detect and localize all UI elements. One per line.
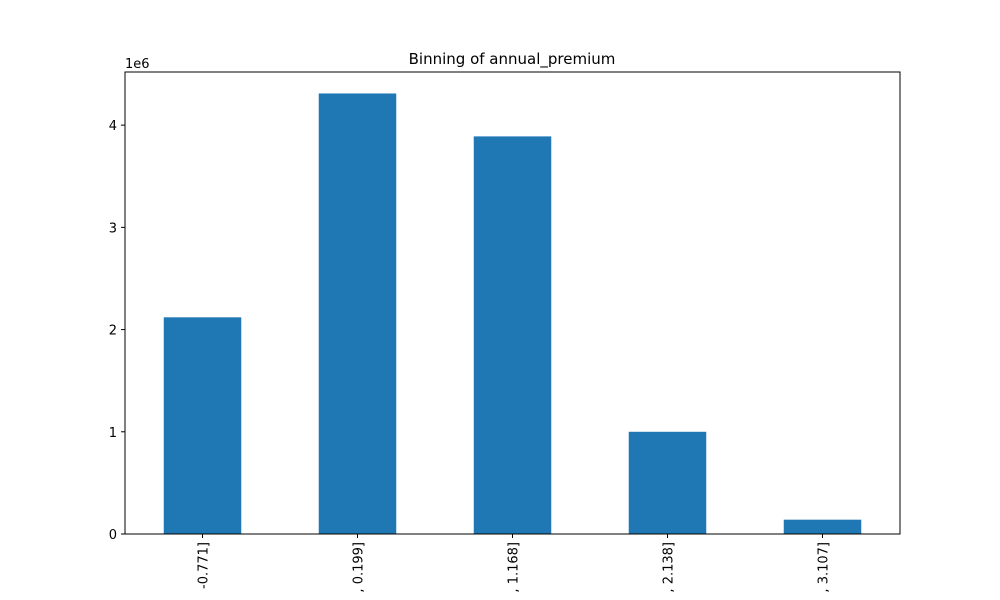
- bars-group: [163, 93, 862, 534]
- y-axis: 0 1 2 3 4: [109, 119, 125, 543]
- bar-4: [628, 431, 707, 534]
- y-tick-label: 3: [109, 221, 117, 236]
- y-offset-label: 1e6: [125, 57, 150, 72]
- x-tick-label: , 2.138]: [662, 542, 677, 593]
- x-tick-label: , 0.199]: [352, 542, 367, 593]
- x-axis: -0.771] , 0.199] , 1.168] , 2.138] , 3.107]: [197, 534, 832, 593]
- x-tick-label: , 3.107]: [817, 542, 832, 593]
- y-tick-label: 4: [109, 119, 117, 134]
- y-tick-label: 0: [109, 528, 117, 543]
- bar-2: [318, 93, 397, 534]
- bar-5: [783, 519, 862, 534]
- y-tick-label: 1: [109, 426, 117, 441]
- x-tick-label: -0.771]: [197, 542, 212, 589]
- chart-title: Binning of annual_premium: [409, 50, 616, 69]
- x-tick-label: , 1.168]: [507, 542, 522, 593]
- y-tick-label: 2: [109, 324, 117, 339]
- plot-frame: [124, 71, 901, 535]
- bar-3: [473, 136, 552, 534]
- bar-1: [163, 317, 242, 534]
